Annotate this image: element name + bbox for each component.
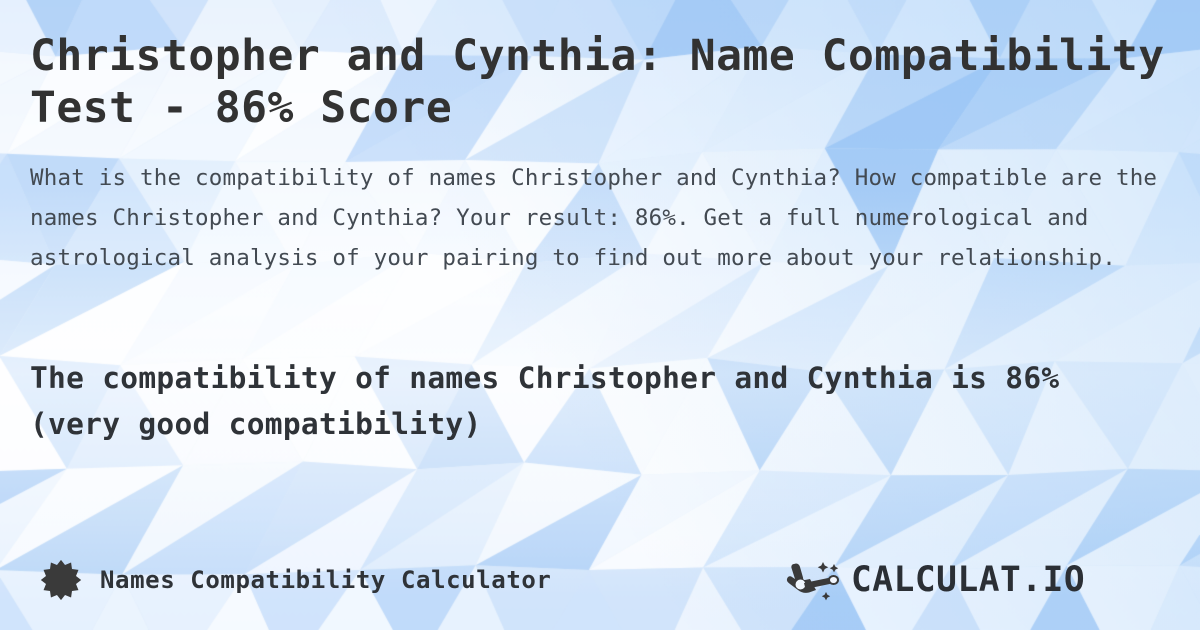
page-title: Christopher and Cynthia: Name Compatibil… — [30, 31, 1192, 133]
result-statement: The compatibility of names Christopher a… — [30, 361, 1078, 441]
site-logo[interactable]: CALCULAT.IO — [785, 557, 1162, 603]
footer: Names Compatibility Calculator CALCULAT.… — [0, 538, 1200, 630]
page-description: What is the compatibility of names Chris… — [30, 165, 1171, 271]
footer-brand-label: Names Compatibility Calculator — [100, 566, 552, 594]
starburst-icon — [40, 559, 82, 601]
footer-brand: Names Compatibility Calculator — [40, 559, 551, 601]
magic-wand-hand-icon — [786, 562, 839, 601]
logo-wordmark: CALCULAT.IO — [851, 560, 1085, 600]
svg-text:CALCULAT.IO: CALCULAT.IO — [851, 560, 1085, 600]
